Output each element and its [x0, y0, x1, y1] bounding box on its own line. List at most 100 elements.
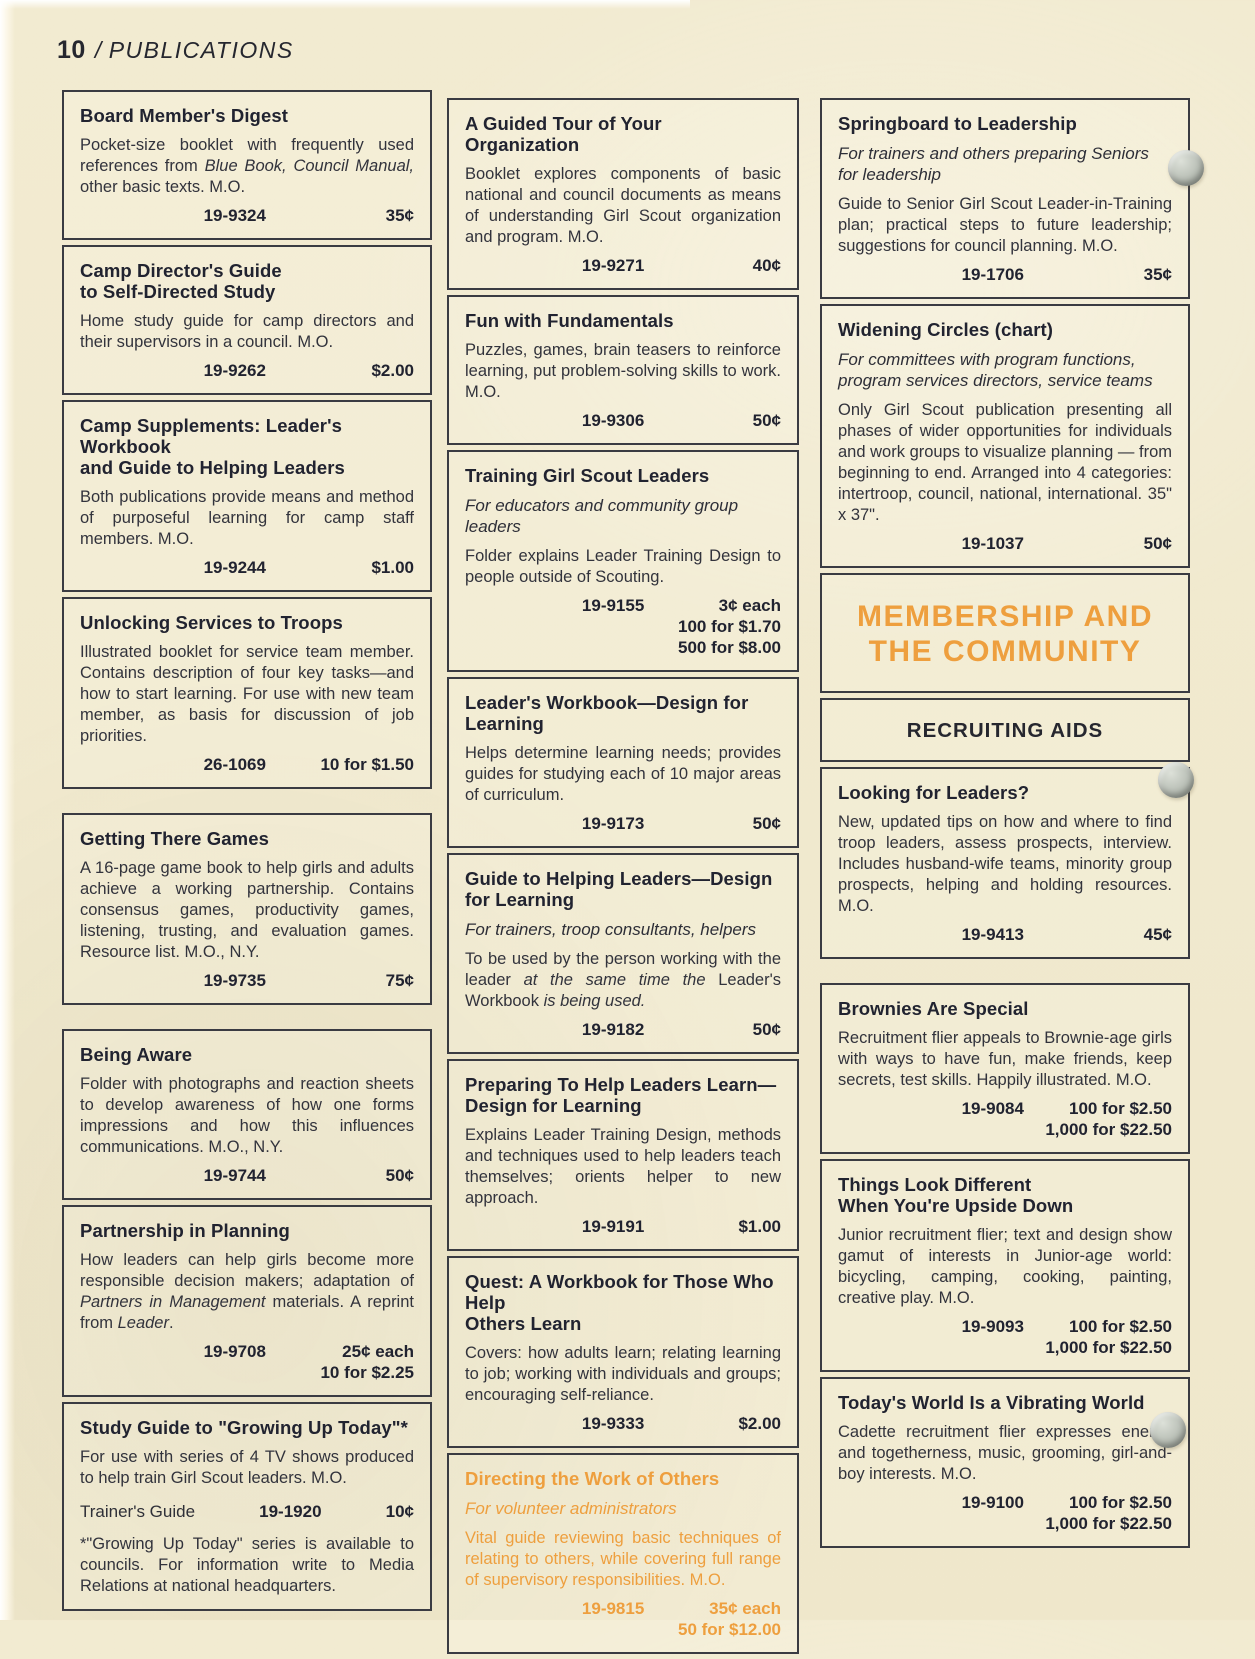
catalog-number: 26-1069: [203, 755, 266, 774]
catalog-item-19-9262: Camp Director's Guide to Self-Directed S…: [62, 245, 432, 395]
catalog-item-19-9708: Partnership in Planning How leaders can h…: [62, 1205, 432, 1397]
item-description: Explains Leader Training Design, methods…: [465, 1126, 781, 1207]
subcategory-title: RECRUITING AIDS: [906, 719, 1104, 742]
catalog-item-19-9155: Training Girl Scout Leaders For educators…: [447, 450, 799, 672]
item-title: Study Guide to "Growing Up Today"*: [80, 1417, 408, 1438]
page-separator: /: [94, 37, 102, 63]
catalog-number: 19-1037: [961, 534, 1024, 553]
item-title: Widening Circles (chart): [838, 319, 1054, 340]
price-row: 19-9191 $1.00: [465, 1216, 781, 1237]
catalog-item-19-9333: Quest: A Workbook for Those Who Help Oth…: [447, 1256, 799, 1448]
price-row: 19-9333 $2.00: [465, 1413, 781, 1434]
item-price: 50¢: [752, 411, 781, 430]
item-description: Illustrated booklet for service team mem…: [80, 643, 414, 745]
item-subtitle: For trainers, troop consultants, helpers: [465, 920, 757, 939]
item-price: 3¢ each 100 for $1.70 500 for $8.00: [677, 596, 781, 657]
catalog-item-19-1706: Springboard to Leadership For trainers an…: [820, 98, 1190, 299]
item-price: $1.00: [371, 558, 414, 577]
item-subtitle: For committees with program functions, p…: [838, 350, 1153, 390]
item-subtitle: For trainers and others preparing Senior…: [838, 144, 1149, 184]
page-header: 10 /PUBLICATIONS: [57, 36, 294, 65]
catalog-item-19-9084: Brownies Are Special Recruitment flier ap…: [820, 983, 1190, 1154]
catalog-number: 19-1920: [259, 1502, 322, 1521]
item-title: Leader's Workbook—Design for Learning: [465, 692, 749, 734]
item-description: Booklet explores components of basic nat…: [465, 165, 781, 246]
item-price: 45¢: [1143, 925, 1172, 944]
catalog-item-19-9173: Leader's Workbook—Design for Learning Hel…: [447, 677, 799, 848]
item-description: Covers: how adults learn; relating learn…: [465, 1344, 781, 1404]
item-title: Training Girl Scout Leaders: [465, 465, 710, 486]
item-title: Looking for Leaders?: [838, 782, 1030, 803]
price-row: 19-9244 $1.00: [80, 557, 414, 578]
category-banner: MEMBERSHIP AND THE COMMUNITY: [820, 573, 1190, 693]
item-price: 50¢: [752, 814, 781, 833]
item-title: Being Aware: [80, 1044, 193, 1065]
item-description: Pocket-size booklet with frequently used…: [80, 136, 414, 196]
catalog-number: 19-9271: [581, 256, 645, 275]
catalog-number: 19-9182: [581, 1020, 645, 1039]
item-price: 35¢ each 50 for $12.00: [677, 1599, 781, 1639]
catalog-item-19-9182: Guide to Helping Leaders—Design for Lear…: [447, 853, 799, 1054]
item-price: 35¢: [1143, 265, 1172, 284]
item-price: 100 for $2.50 1,000 for $22.50: [1045, 1493, 1172, 1533]
price-row: 19-9182 50¢: [465, 1019, 781, 1040]
item-title: Springboard to Leadership: [838, 113, 1077, 134]
price-row: 19-1706 35¢: [838, 264, 1172, 285]
catalog-item: Study Guide to "Growing Up Today"* For us…: [62, 1402, 432, 1611]
item-description: A 16-page game book to help girls and ad…: [80, 859, 414, 961]
catalog-item-19-1037: Widening Circles (chart) For committees w…: [820, 304, 1190, 568]
item-price: 100 for $2.50 1,000 for $22.50: [1045, 1099, 1172, 1139]
item-title: Getting There Games: [80, 828, 270, 849]
item-description: Recruitment flier appeals to Brownie-age…: [838, 1029, 1172, 1089]
catalog-item-19-9324: Board Member's Digest Pocket-size booklet…: [62, 90, 432, 240]
catalog-item-19-9815: Directing the Work of Others For voluntee…: [447, 1453, 799, 1654]
item-title: Board Member's Digest: [80, 105, 288, 126]
item-price: 10¢: [385, 1502, 414, 1521]
price-row: 19-1037 50¢: [838, 533, 1172, 554]
item-description: Guide to Senior Girl Scout Leader-in-Tra…: [838, 195, 1172, 255]
item-description: Helps determine learning needs; provides…: [465, 744, 781, 804]
item-price: 100 for $2.50 1,000 for $22.50: [1045, 1317, 1172, 1357]
item-description: Vital guide reviewing basic techniques o…: [465, 1529, 781, 1589]
item-variant-label: Trainer's Guide: [80, 1502, 196, 1521]
item-description: To be used by the person working with th…: [465, 950, 782, 1010]
price-row: 19-9173 50¢: [465, 813, 781, 834]
page-title: PUBLICATIONS: [108, 37, 294, 63]
catalog-number: 19-9155: [581, 596, 645, 615]
item-title: Preparing To Help Leaders Learn— Design …: [465, 1074, 777, 1116]
item-subtitle: For educators and community group leader…: [465, 496, 739, 536]
catalog-number: 19-9244: [203, 558, 266, 577]
scan-edge-top: [0, 0, 691, 9]
catalog-number: 19-9744: [203, 1166, 266, 1185]
price-row: 19-9306 50¢: [465, 410, 781, 431]
price-row: 19-9413 45¢: [838, 924, 1172, 945]
item-footnote: *"Growing Up Today" series is available …: [80, 1535, 414, 1595]
item-title: Fun with Fundamentals: [465, 310, 674, 331]
item-title: A Guided Tour of Your Organization: [465, 113, 662, 155]
catalog-item-19-9191: Preparing To Help Leaders Learn— Design …: [447, 1059, 799, 1251]
punch-hole: [1150, 1412, 1186, 1448]
catalog-number: 19-9306: [581, 411, 645, 430]
punch-hole: [1168, 150, 1204, 186]
item-description: Puzzles, games, brain teasers to reinfor…: [465, 341, 781, 401]
item-description: Cadette recruitment flier expresses ener…: [838, 1423, 1172, 1483]
item-description: Folder explains Leader Training Design t…: [465, 547, 781, 586]
price-row: 19-9093 100 for $2.50 1,000 for $22.50: [838, 1316, 1172, 1358]
catalog-item-26-1069: Unlocking Services to Troops Illustrated …: [62, 597, 432, 789]
price-row: 19-9271 40¢: [465, 255, 781, 276]
item-description: Both publications provide means and meth…: [80, 488, 414, 548]
catalog-number: 19-9262: [203, 361, 266, 380]
item-price: 50¢: [1143, 534, 1172, 553]
page-number: 10: [57, 36, 86, 64]
catalog-item-19-9744: Being Aware Folder with photographs and r…: [62, 1029, 432, 1200]
catalog-item-19-9735: Getting There Games A 16-page game book t…: [62, 813, 432, 1005]
item-description: Junior recruitment flier; text and desig…: [838, 1226, 1172, 1307]
item-price: $2.00: [738, 1414, 781, 1433]
item-variant-row: Trainer's Guide 19-1920 10¢: [80, 1501, 414, 1522]
item-title: Quest: A Workbook for Those Who Help Oth…: [465, 1271, 774, 1334]
item-description: How leaders can help girls become more r…: [80, 1251, 414, 1332]
item-title: Guide to Helping Leaders—Design for Lear…: [465, 868, 773, 910]
catalog-item-19-9271: A Guided Tour of Your Organization Bookle…: [447, 98, 799, 290]
price-row: 19-9324 35¢: [80, 205, 414, 226]
price-row: 26-1069 10 for $1.50: [80, 754, 414, 775]
